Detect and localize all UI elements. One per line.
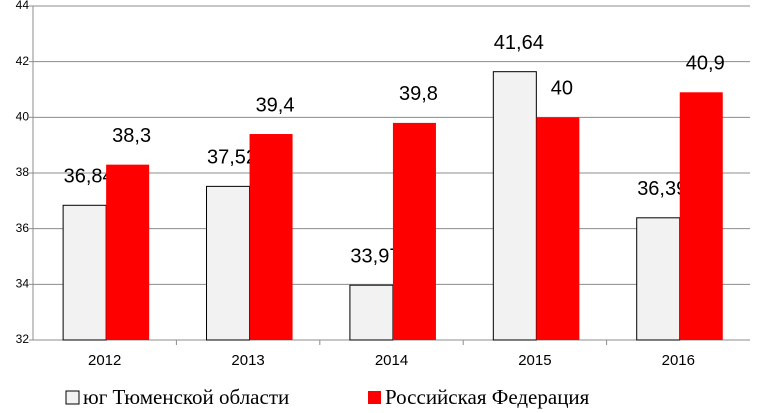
legend-swatch	[65, 390, 80, 405]
data-label: 39,8	[399, 83, 438, 105]
bar	[349, 284, 394, 341]
bar	[492, 71, 537, 341]
y-tick-label: 32	[16, 332, 30, 346]
y-tick-label: 40	[16, 110, 30, 124]
data-label: 37,52	[207, 147, 257, 169]
data-label: 36,84	[64, 166, 114, 188]
data-label: 40,9	[686, 53, 725, 75]
x-tick-label: 2016	[662, 352, 695, 369]
y-tick-label: 34	[16, 277, 30, 291]
data-label: 38,3	[112, 125, 151, 147]
data-label: 39,4	[256, 94, 295, 116]
y-tick-label: 36	[16, 221, 30, 235]
legend-swatch	[368, 391, 381, 404]
legend-label: Российская Федерация	[385, 385, 590, 409]
data-label: 36,39	[637, 178, 687, 200]
bar	[106, 164, 150, 340]
y-tick-label: 42	[16, 54, 30, 68]
legend-label: юг Тюменской области	[83, 385, 289, 409]
bar	[392, 122, 436, 341]
bar	[536, 117, 580, 340]
data-label: 41,64	[494, 32, 544, 54]
x-tick-label: 2014	[375, 352, 408, 369]
x-tick-label: 2015	[518, 352, 551, 369]
data-label: 40	[551, 78, 573, 100]
y-tick-label: 38	[16, 165, 30, 179]
bar	[679, 92, 723, 341]
y-tick-label: 44	[16, 0, 30, 12]
bar	[249, 134, 293, 340]
data-label: 33,97	[350, 245, 400, 267]
bar	[62, 204, 107, 341]
bar	[206, 185, 251, 341]
x-tick-label: 2012	[88, 352, 121, 369]
x-tick-label: 2013	[231, 352, 264, 369]
bar	[636, 217, 681, 341]
